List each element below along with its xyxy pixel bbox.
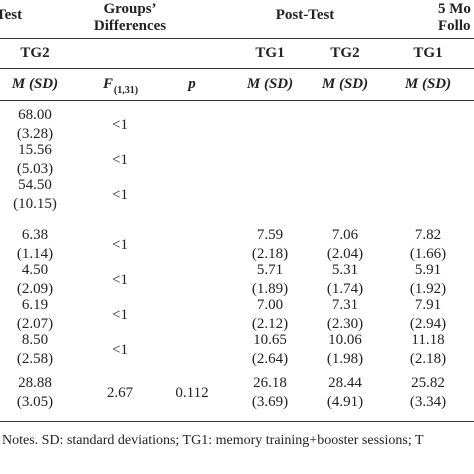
rule — [0, 68, 474, 69]
stat-header: M (SD) — [404, 76, 452, 92]
cell: (1.92) — [409, 281, 447, 297]
cell: 6.38 — [21, 227, 49, 243]
stat-header: M (SD) — [246, 76, 294, 92]
column-header: TG2 — [330, 45, 360, 61]
cell: 10.06 — [328, 332, 362, 348]
cell: (1.74) — [326, 281, 364, 297]
cell: (2.18) — [409, 351, 447, 367]
notes: Notes. SD: standard deviations; TG1: mem… — [2, 433, 424, 448]
cell: <1 — [112, 187, 128, 203]
cell: (3.34) — [409, 394, 447, 410]
cell: (2.58) — [16, 351, 54, 367]
cell: 8.50 — [21, 332, 49, 348]
stat-header: M (SD) — [321, 76, 369, 92]
cell: (2.09) — [16, 281, 54, 297]
cell: 4.50 — [21, 262, 49, 278]
column-header: TG1 — [255, 45, 285, 61]
rule — [0, 38, 474, 39]
header: Groups’ — [103, 1, 157, 17]
cell: (1.14) — [16, 246, 54, 262]
cell: (5.03) — [16, 161, 54, 177]
cell: 2.67 — [106, 385, 134, 401]
cell: 7.82 — [414, 227, 442, 243]
cell: 7.31 — [331, 297, 359, 313]
stat-header: M (SD) — [11, 76, 59, 92]
cell: <1 — [112, 117, 128, 133]
cell: 5.91 — [414, 262, 442, 278]
cell: 54.50 — [18, 177, 52, 193]
cell: (2.12) — [251, 316, 289, 332]
cell: 0.112 — [175, 385, 209, 401]
cell: (10.15) — [13, 196, 57, 212]
cell: (4.91) — [326, 394, 364, 410]
cell: 7.06 — [331, 227, 359, 243]
cell: (2.18) — [251, 246, 289, 262]
column-header: TG2 — [20, 45, 50, 61]
cell: 7.00 — [256, 297, 284, 313]
cell: 11.18 — [411, 332, 445, 348]
cell: (2.07) — [16, 316, 54, 332]
cell: 7.59 — [256, 227, 284, 243]
cell: (2.30) — [326, 316, 364, 332]
cell: 28.44 — [328, 375, 362, 391]
header: Differences — [93, 18, 167, 34]
cell: 28.88 — [18, 375, 52, 391]
cell: <1 — [112, 272, 128, 288]
cell: 68.00 — [18, 107, 52, 123]
cell: (1.89) — [251, 281, 289, 297]
rule — [0, 100, 474, 101]
cell: 10.65 — [253, 332, 287, 348]
header: Follo — [438, 18, 471, 34]
cell: (2.64) — [251, 351, 289, 367]
header: 5 Mo — [438, 1, 471, 17]
cell: (3.05) — [16, 394, 54, 410]
rule — [0, 421, 474, 422]
cell: <1 — [112, 237, 128, 253]
cell: 5.71 — [256, 262, 284, 278]
cell: (3.69) — [251, 394, 289, 410]
cell: 26.18 — [253, 375, 287, 391]
cell: 6.19 — [21, 297, 49, 313]
cell: (1.66) — [409, 246, 447, 262]
stat-subscript: (1,31) — [113, 85, 139, 96]
cell: (3.28) — [16, 126, 54, 142]
header: Post-Test — [275, 7, 335, 23]
cell: 25.82 — [411, 375, 445, 391]
header: Test — [0, 7, 23, 23]
cell: <1 — [112, 342, 128, 358]
cell: (1.98) — [326, 351, 364, 367]
cell: (2.94) — [409, 316, 447, 332]
column-header: TG1 — [413, 45, 443, 61]
cell: <1 — [112, 307, 128, 323]
cell: 15.56 — [18, 142, 52, 158]
cell: 7.91 — [414, 297, 442, 313]
cell: (2.04) — [326, 246, 364, 262]
cell: 5.31 — [331, 262, 359, 278]
cell: <1 — [112, 152, 128, 168]
stat-header: F — [102, 76, 114, 92]
stat-header: p — [188, 76, 196, 92]
